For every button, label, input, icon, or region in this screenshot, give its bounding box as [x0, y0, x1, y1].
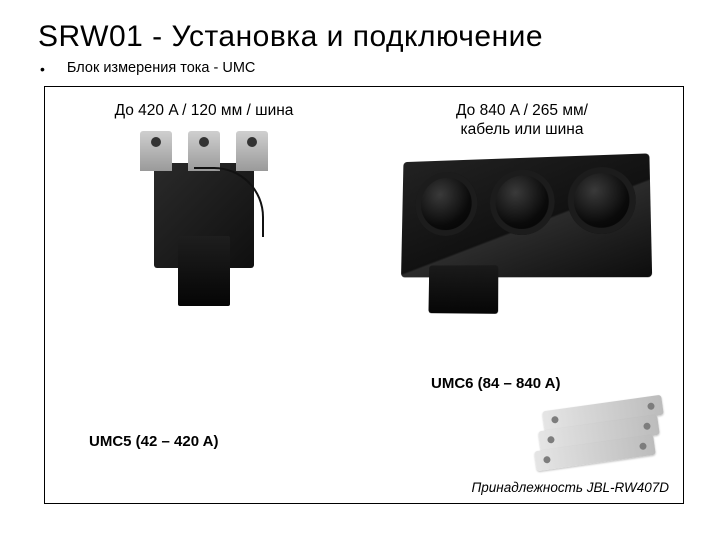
right-header-line2: кабель или шина [461, 121, 584, 138]
right-header-line1: До 840 A / 265 мм/ [456, 102, 588, 119]
umc6-caption: UMC6 (84 – 840 A) [431, 375, 561, 392]
bullet-icon: • [40, 60, 45, 78]
umc5-caption: UMC5 (42 – 420 A) [89, 433, 219, 450]
accessory-label: Принадлежность JBL-RW407D [471, 480, 669, 495]
page-title: SRW01 - Установка и подключение [38, 20, 690, 54]
left-column: До 420 A / 120 мм / шина [45, 87, 363, 120]
accessory-plates-icon [535, 403, 665, 469]
subtitle-row: • Блок измерения тока - UMC [38, 60, 690, 78]
slide: SRW01 - Установка и подключение • Блок и… [0, 0, 720, 540]
subtitle-text: Блок измерения тока - UMC [67, 60, 256, 76]
right-header: До 840 A / 265 мм/ кабель или шина [363, 87, 681, 140]
content-box: До 420 A / 120 мм / шина До 840 A / 265 … [44, 86, 684, 504]
left-header: До 420 A / 120 мм / шина [45, 87, 363, 120]
umc6-device-icon [396, 157, 648, 277]
umc5-device-icon [119, 163, 289, 268]
right-column: До 840 A / 265 мм/ кабель или шина [363, 87, 681, 140]
